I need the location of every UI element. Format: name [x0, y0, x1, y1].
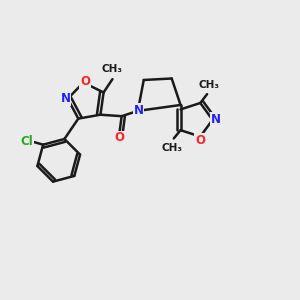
Text: O: O: [195, 134, 205, 147]
Text: N: N: [211, 113, 221, 126]
Text: N: N: [60, 92, 70, 105]
Text: CH₃: CH₃: [102, 64, 123, 74]
Text: CH₃: CH₃: [198, 80, 219, 90]
Text: Cl: Cl: [20, 135, 33, 148]
Text: O: O: [114, 131, 124, 145]
Text: N: N: [134, 104, 143, 117]
Text: CH₃: CH₃: [162, 143, 183, 153]
Text: O: O: [80, 75, 90, 88]
